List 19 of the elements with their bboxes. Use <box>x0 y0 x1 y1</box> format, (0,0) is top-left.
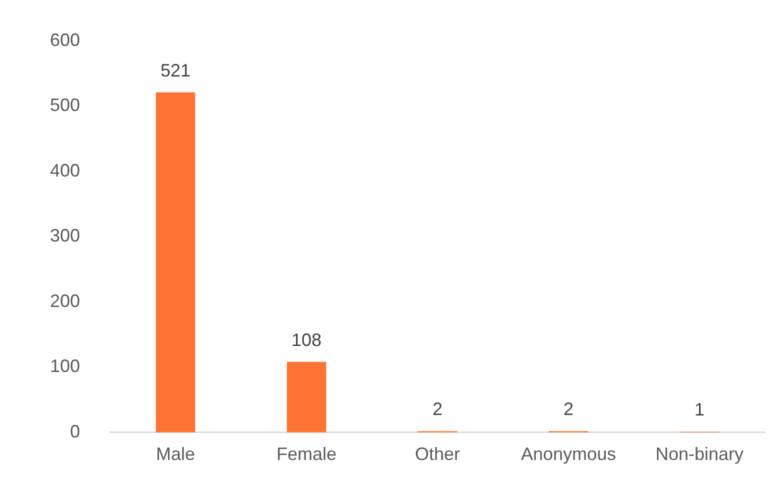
y-tick-label: 200 <box>50 290 80 311</box>
y-tick-label: 300 <box>50 226 80 246</box>
data-label: 2 <box>564 399 574 420</box>
x-tick-label: Female <box>276 444 337 464</box>
y-tick-label: 100 <box>50 356 80 376</box>
y-tick-label: 400 <box>50 160 80 180</box>
x-tick-label: Non-binary <box>655 444 744 464</box>
data-label: 108 <box>292 330 322 350</box>
data-label: 2 <box>432 399 443 420</box>
x-tick-label: Male <box>156 444 196 464</box>
x-tick-label: Other <box>415 444 460 464</box>
y-tick-label: 600 <box>50 30 80 50</box>
bar <box>156 92 196 432</box>
data-label: 521 <box>160 60 191 80</box>
x-tick-label: Anonymous <box>520 444 616 464</box>
y-tick-label: 500 <box>50 95 80 116</box>
data-label: 1 <box>694 400 705 420</box>
y-tick-label: 0 <box>70 421 80 442</box>
bar <box>286 362 326 432</box>
